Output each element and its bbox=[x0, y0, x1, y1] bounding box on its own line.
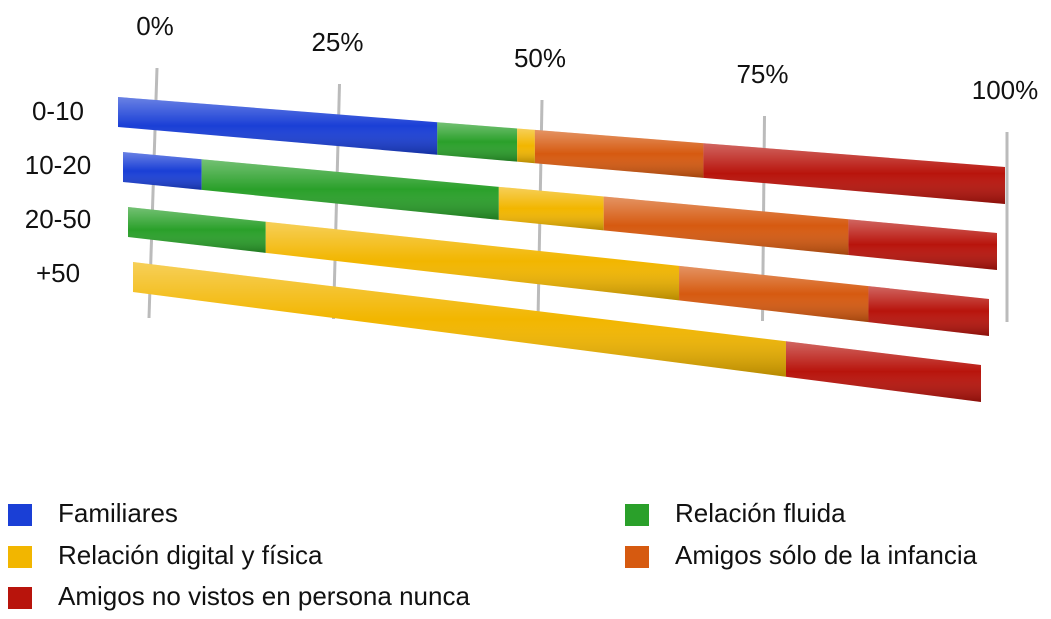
bar-shade bbox=[785, 341, 981, 402]
labels: 0% 25% 50% 75% 100% 0-10 10-20 20-50 +50 bbox=[25, 11, 1039, 288]
bar-shade bbox=[703, 143, 1005, 204]
legend-swatch bbox=[8, 546, 32, 568]
x-tick-label: 25% bbox=[311, 27, 363, 57]
bar-shade bbox=[603, 196, 849, 256]
bar-shade bbox=[118, 97, 438, 155]
bar-shade bbox=[534, 129, 704, 178]
x-tick-label: 0% bbox=[136, 11, 174, 41]
legend-swatch bbox=[8, 504, 32, 526]
bar-shade bbox=[679, 265, 869, 323]
legend-swatch bbox=[625, 504, 649, 526]
bar-shade bbox=[201, 159, 499, 220]
bar-shade bbox=[517, 128, 535, 164]
legend-label: Familiares bbox=[58, 498, 178, 528]
legend-label: Amigos sólo de la infancia bbox=[675, 540, 978, 570]
legend-swatch bbox=[625, 546, 649, 568]
x-tick-label: 50% bbox=[514, 43, 566, 73]
category-label: 20-50 bbox=[25, 204, 92, 234]
legend-swatch bbox=[8, 587, 32, 609]
bar-shade bbox=[128, 207, 266, 253]
bar-shade bbox=[133, 262, 786, 377]
x-tick-label: 75% bbox=[736, 59, 788, 89]
bar-shade bbox=[848, 219, 997, 270]
category-label: 10-20 bbox=[25, 150, 92, 180]
bar-shade bbox=[437, 122, 518, 162]
legend-label: Relación fluida bbox=[675, 498, 846, 528]
x-tick-label: 100% bbox=[972, 75, 1039, 105]
legend: Familiares Relación fluida Relación digita… bbox=[8, 498, 978, 611]
bar-shade bbox=[123, 152, 202, 190]
category-label: 0-10 bbox=[32, 96, 84, 126]
legend-label: Amigos no vistos en persona nunca bbox=[58, 581, 470, 611]
bar-shade bbox=[498, 186, 604, 231]
category-label: +50 bbox=[36, 258, 80, 288]
bar-shade bbox=[868, 286, 989, 336]
bar-shade bbox=[265, 221, 680, 301]
legend-label: Relación digital y física bbox=[58, 540, 323, 570]
bars bbox=[118, 97, 1005, 402]
